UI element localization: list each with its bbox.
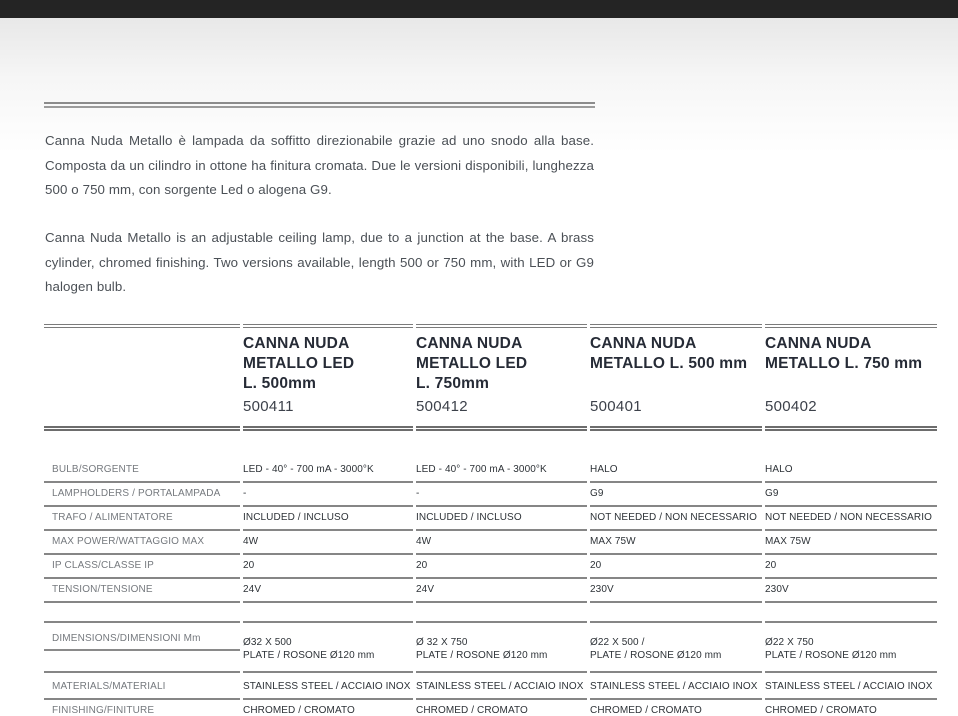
spec-value: CHROMED / CROMATO [416, 705, 528, 716]
spec-value: INCLUDED / INCLUSO [243, 507, 413, 531]
spacer-cell [44, 603, 240, 623]
table-row: TRAFO / ALIMENTATORE INCLUDED / INCLUSO … [44, 507, 937, 531]
spec-value: STAINLESS STEEL / ACCIAIO INOX [765, 673, 937, 700]
spec-value: MAX 75W [765, 531, 937, 555]
product-code: 500402 [765, 398, 817, 415]
spec-value: CHROMED / CROMATO [765, 705, 877, 716]
product-header-cell: CANNA NUDA METALLO LED L. 500mm 500411 [243, 324, 413, 431]
label-underline [44, 649, 240, 651]
spec-value: Ø22 X 500 / PLATE / ROSONE Ø120 mm [590, 623, 762, 673]
table-row: TENSION/TENSIONE 24V 24V 230V 230V [44, 579, 937, 603]
row-label: TENSION/TENSIONE [44, 579, 240, 603]
spec-value: LED - 40° - 700 mA - 3000°K [416, 431, 587, 483]
table-row: IP CLASS/CLASSE IP 20 20 20 20 [44, 555, 937, 579]
spec-value: 4W [243, 531, 413, 555]
row-label: IP CLASS/CLASSE IP [44, 555, 240, 579]
spec-value: 230V [590, 579, 762, 603]
spec-value: Ø 32 X 750 PLATE / ROSONE Ø120 mm [416, 623, 587, 673]
product-code: 500401 [590, 398, 642, 415]
product-name: CANNA NUDA METALLO L. 500 mm [590, 335, 748, 372]
table-row: LAMPHOLDERS / PORTALAMPADA - - G9 G9 [44, 483, 937, 507]
table-row: BULB/SORGENTE LED - 40° - 700 mA - 3000°… [44, 431, 937, 483]
spec-value: INCLUDED / INCLUSO [416, 507, 587, 531]
spec-value: - [416, 483, 587, 507]
product-name: CANNA NUDA METALLO LED L. 500mm [243, 335, 355, 392]
spec-value: G9 [590, 483, 762, 507]
row-label-text: DIMENSIONS/DIMENSIONI Mm [52, 633, 201, 644]
product-header-row: CANNA NUDA METALLO LED L. 500mm 500411 C… [44, 324, 937, 431]
spec-value: STAINLESS STEEL / ACCIAIO INOX [416, 673, 587, 700]
spec-value: G9 [765, 483, 937, 507]
spec-value: CHROMED / CROMATO [243, 705, 355, 716]
product-code: 500411 [243, 398, 294, 415]
row-label: DIMENSIONS/DIMENSIONI Mm [44, 623, 240, 673]
spec-value: Ø22 X 750 PLATE / ROSONE Ø120 mm [765, 623, 937, 673]
spec-value: NOT NEEDED / NON NECESSARIO [590, 507, 762, 531]
spec-value: - [243, 483, 413, 507]
description-english: Canna Nuda Metallo is an adjustable ceil… [45, 230, 594, 294]
viewer-chrome-bar [0, 0, 958, 18]
page-top-shadow [0, 18, 958, 153]
header-spacer-cell [44, 324, 240, 431]
product-header-cell: CANNA NUDA METALLO LED L. 750mm 500412 [416, 324, 587, 431]
description-italian: Canna Nuda Metallo è lampada da soffitto… [45, 133, 594, 197]
table-row: FINISHING/FINITURE CHROMED / CROMATO CHR… [44, 700, 937, 716]
spec-value: LED - 40° - 700 mA - 3000°K [243, 431, 413, 483]
product-name: CANNA NUDA METALLO LED L. 750mm [416, 335, 528, 392]
spec-value: MAX 75W [590, 531, 762, 555]
section-spacer-row [44, 603, 937, 623]
spec-value: 20 [765, 555, 937, 579]
spec-value: Ø32 X 500 PLATE / ROSONE Ø120 mm [243, 623, 413, 673]
row-label: MATERIALS/MATERIALI [44, 673, 240, 700]
product-header-cell: CANNA NUDA METALLO L. 500 mm 500401 [590, 324, 762, 431]
table-row: MATERIALS/MATERIALI STAINLESS STEEL / AC… [44, 673, 937, 700]
spec-value: 230V [765, 579, 937, 603]
spec-value: HALO [765, 431, 937, 483]
spec-value: 20 [590, 555, 762, 579]
spec-value: NOT NEEDED / NON NECESSARIO [765, 507, 937, 531]
spacer-cell [243, 603, 413, 623]
row-label: MAX POWER/WATTAGGIO MAX [44, 531, 240, 555]
spacer-cell [590, 603, 762, 623]
spec-value: HALO [590, 431, 762, 483]
row-label: TRAFO / ALIMENTATORE [44, 507, 240, 531]
row-label: FINISHING/FINITURE [52, 705, 155, 716]
row-label: BULB/SORGENTE [44, 431, 240, 483]
spec-value: 24V [243, 579, 413, 603]
spec-value: CHROMED / CROMATO [590, 705, 702, 716]
spec-value: 20 [416, 555, 587, 579]
product-header-cell: CANNA NUDA METALLO L. 750 mm 500402 [765, 324, 937, 431]
spec-value: STAINLESS STEEL / ACCIAIO INOX [243, 673, 413, 700]
product-name: CANNA NUDA METALLO L. 750 mm [765, 335, 923, 372]
product-code: 500412 [416, 398, 468, 415]
spec-table: CANNA NUDA METALLO LED L. 500mm 500411 C… [41, 324, 940, 716]
intro-divider [44, 102, 595, 108]
table-row: MAX POWER/WATTAGGIO MAX 4W 4W MAX 75W MA… [44, 531, 937, 555]
spec-value: 24V [416, 579, 587, 603]
row-label: LAMPHOLDERS / PORTALAMPADA [44, 483, 240, 507]
table-row-dimensions: DIMENSIONS/DIMENSIONI Mm Ø32 X 500 PLATE… [44, 623, 937, 673]
spec-value: STAINLESS STEEL / ACCIAIO INOX [590, 673, 762, 700]
spec-value: 20 [243, 555, 413, 579]
spacer-cell [765, 603, 937, 623]
spacer-cell [416, 603, 587, 623]
spec-value: 4W [416, 531, 587, 555]
